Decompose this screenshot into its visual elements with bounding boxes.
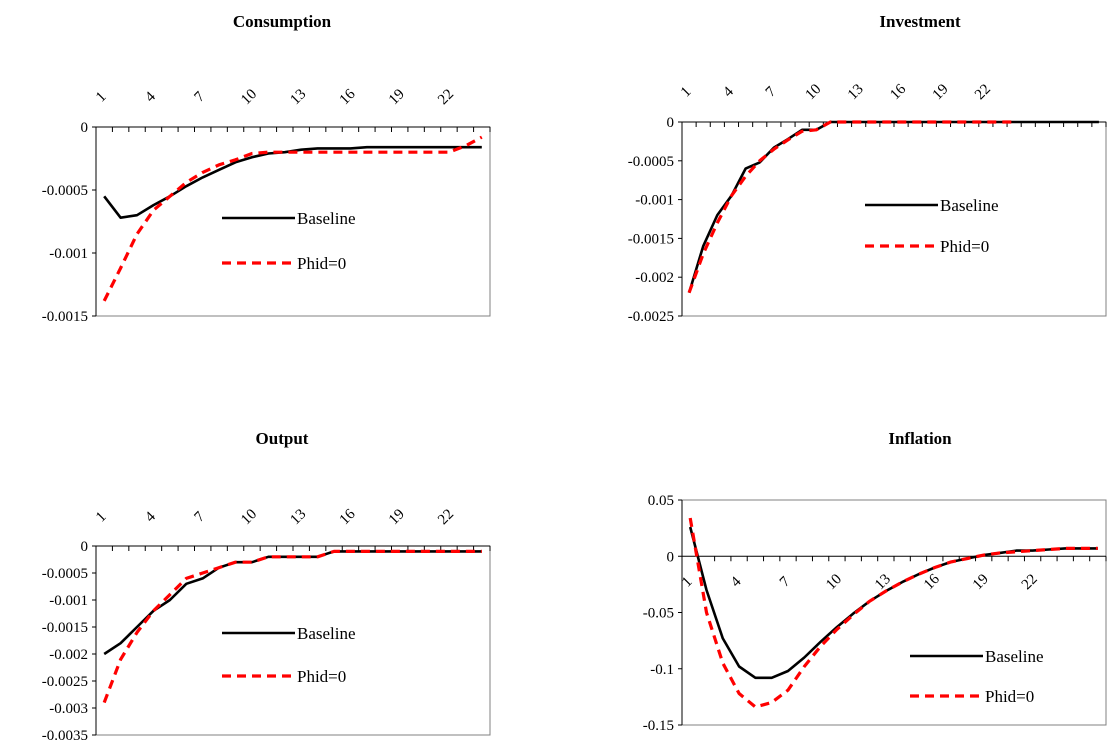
series-line-phid-0	[102, 135, 483, 302]
x-tick-label: 10	[238, 506, 260, 528]
x-tick-label: 16	[337, 506, 359, 528]
legend-label: Baseline	[297, 209, 356, 228]
x-tick-label: 7	[192, 509, 209, 526]
plot-area	[95, 126, 491, 317]
y-tick-label: -0.001	[49, 246, 88, 262]
y-tick-label: -0.002	[49, 647, 88, 663]
x-tick-label: 13	[287, 506, 309, 528]
plot-area	[681, 121, 1107, 317]
legend-label: Phid=0	[297, 254, 346, 273]
series-line-baseline	[103, 145, 482, 219]
legend-label: Baseline	[985, 647, 1044, 666]
y-tick-label: -0.003	[49, 701, 88, 717]
x-tick-label: 16	[887, 81, 909, 103]
y-tick-label: -0.05	[643, 606, 674, 622]
x-tick-label: 19	[386, 86, 408, 108]
series-line-phid-0	[688, 517, 1098, 709]
y-tick-label: 0	[81, 120, 89, 136]
chart-title: Consumption	[233, 12, 332, 31]
series-line-phid-0	[102, 549, 482, 704]
plot-area	[95, 545, 491, 736]
y-tick-label: -0.0005	[42, 566, 88, 582]
x-tick-label: 10	[238, 86, 260, 108]
x-tick-label: 7	[777, 574, 794, 591]
x-tick-label: 22	[435, 506, 457, 528]
y-tick-label: -0.0025	[628, 309, 674, 325]
y-tick-label: -0.001	[49, 593, 88, 609]
chart-panel-investment: Investment 0 -0.0005 -0.001 -0.0015 -0.002 -0.…	[628, 12, 1107, 325]
x-tick-label: 19	[386, 506, 408, 528]
x-tick-label: 22	[435, 86, 457, 108]
x-tick-label: 4	[142, 509, 159, 526]
chart-title: Inflation	[888, 429, 952, 448]
x-tick-label: 19	[970, 571, 992, 593]
y-tick-label: -0.002	[635, 270, 674, 286]
x-tick-label: 1	[678, 84, 695, 101]
x-tick-label: 13	[845, 81, 867, 103]
x-tick-label: 4	[728, 574, 745, 591]
legend-label: Baseline	[940, 196, 999, 215]
legend-label: Phid=0	[940, 237, 989, 256]
x-tick-label: 7	[763, 84, 780, 101]
series-line-baseline	[687, 120, 1099, 294]
chart-title: Investment	[879, 12, 961, 31]
y-tick-label: -0.0035	[42, 728, 88, 744]
y-tick-label: 0	[667, 549, 675, 565]
legend-label: Baseline	[297, 624, 356, 643]
x-tick-label: 16	[337, 86, 359, 108]
plot-area	[681, 499, 1107, 726]
x-tick-label: 7	[192, 89, 209, 106]
x-tick-label: 13	[287, 86, 309, 108]
y-tick-label: -0.1	[650, 662, 674, 678]
series-line-baseline	[103, 550, 482, 656]
y-tick-label: -0.0025	[42, 674, 88, 690]
y-tick-label: -0.0015	[42, 620, 88, 636]
y-tick-label: -0.0015	[628, 231, 674, 247]
x-tick-label: 22	[972, 81, 994, 103]
chart-panel-output: Output 0 -0.0005 -0.001 -0.0015 -0.002 -0.0025…	[42, 429, 491, 744]
series-line-phid-0	[687, 120, 1015, 294]
x-tick-label: 16	[921, 571, 943, 593]
x-tick-label: 4	[142, 89, 159, 106]
y-tick-label: -0.0005	[42, 183, 88, 199]
y-tick-label: -0.001	[635, 193, 674, 209]
legend-label: Phid=0	[985, 687, 1034, 706]
chart-panel-consumption: Consumption 0 -0.0005 -0.001 -0.0015 1 4 7 10 13 1…	[42, 12, 491, 325]
y-tick-label: -0.15	[643, 718, 674, 734]
x-tick-label: 19	[930, 81, 952, 103]
x-tick-label: 4	[720, 84, 737, 101]
x-tick-label: 10	[823, 571, 845, 593]
x-tick-label: 22	[1019, 571, 1041, 593]
x-tick-label: 10	[802, 81, 824, 103]
y-tick-label: 0	[81, 539, 89, 555]
y-tick-label: 0.05	[648, 493, 674, 509]
y-tick-label: -0.0015	[42, 309, 88, 325]
x-tick-label: 1	[93, 509, 110, 526]
x-tick-label: 1	[93, 89, 110, 106]
legend-label: Phid=0	[297, 667, 346, 686]
y-tick-label: 0	[667, 115, 675, 131]
y-tick-label: -0.0005	[628, 154, 674, 170]
chart-title: Output	[256, 429, 309, 448]
